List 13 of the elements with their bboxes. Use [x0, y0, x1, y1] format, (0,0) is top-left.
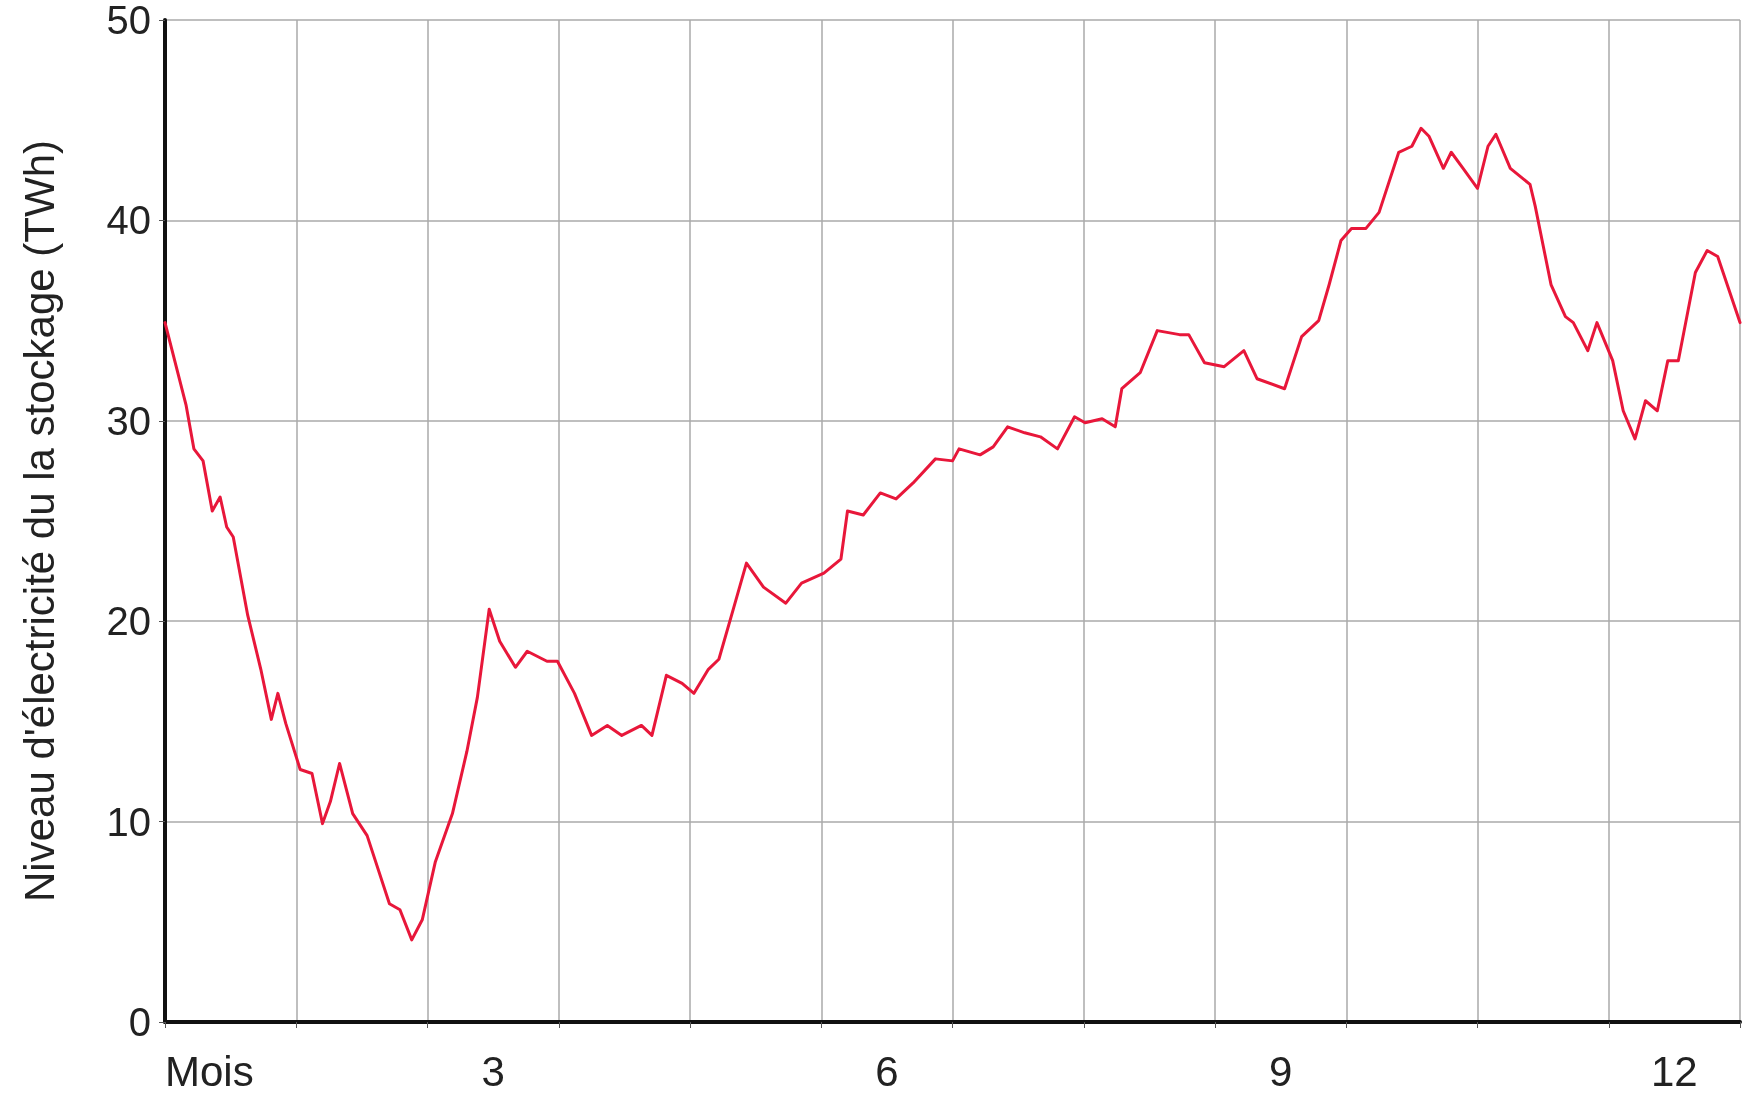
- x-tick-label: 6: [875, 1047, 899, 1095]
- y-tick-label: 40: [106, 198, 151, 243]
- line-series: [163, 126, 1742, 942]
- x-axis-title: Mois: [165, 1047, 254, 1095]
- x-tick-label: 12: [1651, 1047, 1698, 1095]
- x-tick-label: 3: [481, 1047, 505, 1095]
- y-tick-label: 30: [106, 398, 151, 443]
- y-tick-label: 50: [106, 0, 151, 42]
- y-tick-label: 0: [128, 1000, 151, 1044]
- y-axis-title: Niveau d'électricité du la stockage (TWh): [15, 140, 63, 902]
- x-tick-label: 9: [1268, 1047, 1293, 1095]
- y-tick-label: 10: [106, 799, 151, 844]
- y-tick-label: 20: [106, 599, 151, 644]
